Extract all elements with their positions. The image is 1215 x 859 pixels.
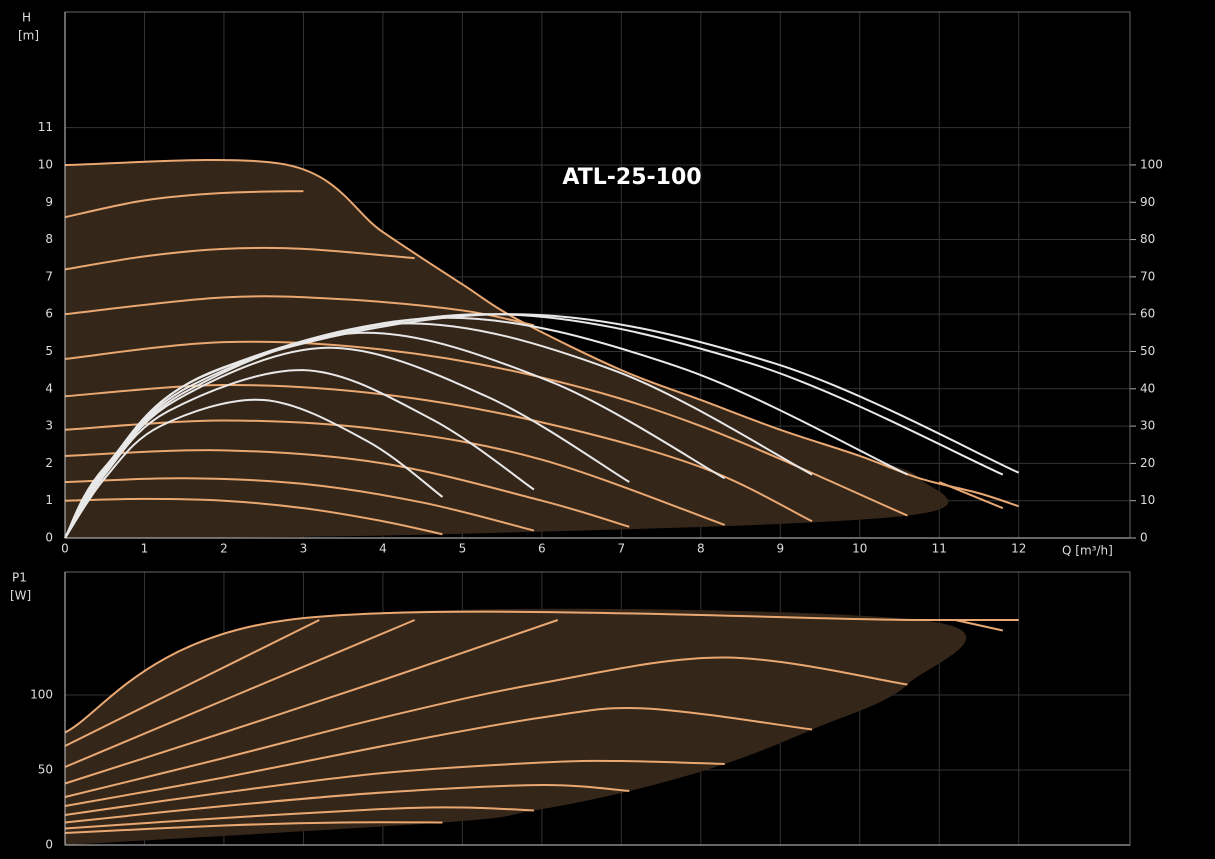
x-tick-label: 12 (1011, 542, 1026, 556)
y-tick-label: 100 (30, 688, 53, 702)
x-tick-label: 9 (776, 542, 784, 556)
y2-tick-label: 70 (1140, 269, 1155, 283)
x-tick-label: 10 (852, 542, 867, 556)
curve (64, 707, 813, 807)
curve (64, 369, 535, 539)
curve (64, 246, 415, 271)
curve (64, 346, 630, 539)
curve (64, 295, 535, 327)
y-tick-label: 5 (45, 344, 53, 358)
y-axis-unit: [m] (18, 29, 39, 43)
curve (64, 656, 908, 798)
y2-tick-label: 10 (1140, 493, 1155, 507)
y-tick-label: 9 (45, 195, 53, 209)
y-tick-label: 11 (38, 120, 53, 134)
y-tick-label: 0 (45, 531, 53, 545)
x-tick-label: 3 (300, 542, 308, 556)
curve (64, 619, 320, 747)
curve (64, 313, 1020, 539)
curve (64, 497, 443, 536)
y-axis-label: P1 (12, 571, 27, 585)
y-tick-label: 3 (45, 419, 53, 433)
curve (64, 449, 630, 528)
operating-region (65, 608, 967, 845)
curve (64, 419, 726, 526)
y2-tick-label: 50 (1140, 344, 1155, 358)
y2-tick-label: 30 (1140, 419, 1155, 433)
y-tick-label: 8 (45, 232, 53, 246)
x-tick-label: 8 (697, 542, 705, 556)
y2-tick-label: 90 (1140, 195, 1155, 209)
x-tick-label: 4 (379, 542, 387, 556)
y-tick-label: 6 (45, 307, 53, 321)
y-tick-label: 4 (45, 381, 53, 395)
y-tick-label: 50 (38, 763, 53, 777)
curve (64, 783, 630, 824)
y-axis-unit: [W] (10, 589, 31, 603)
curve (64, 821, 443, 834)
curve (64, 610, 1019, 734)
curve (64, 340, 908, 517)
x-tick-label: 7 (618, 542, 626, 556)
curve (64, 619, 416, 768)
y2-tick-label: 40 (1140, 381, 1155, 395)
x-axis-label: Q [m³/h] (1062, 544, 1113, 558)
y-tick-label: 10 (38, 157, 53, 171)
curve (938, 481, 1004, 510)
y-tick-label: 7 (45, 269, 53, 283)
x-tick-label: 11 (932, 542, 947, 556)
y-tick-label: 0 (45, 838, 53, 852)
y-tick-label: 2 (45, 456, 53, 470)
y2-tick-label: 100 (1140, 157, 1163, 171)
y2-tick-label: 0 (1140, 531, 1148, 545)
curve (64, 759, 725, 816)
x-tick-label: 0 (61, 542, 69, 556)
curve (64, 190, 304, 219)
curve (64, 158, 1020, 508)
curve (64, 619, 559, 785)
curve (954, 619, 1004, 632)
y2-tick-label: 80 (1140, 232, 1155, 246)
x-tick-label: 2 (220, 542, 228, 556)
x-tick-label: 6 (538, 542, 546, 556)
chart-title: ATL-25-100 (562, 165, 701, 190)
curve (64, 806, 534, 830)
y-tick-label: 1 (45, 493, 53, 507)
operating-region (65, 159, 949, 538)
y2-tick-label: 60 (1140, 307, 1155, 321)
curve (64, 477, 535, 532)
x-tick-label: 1 (141, 542, 149, 556)
curve (64, 398, 444, 539)
y-axis-label: H (22, 11, 31, 25)
x-tick-label: 5 (459, 542, 467, 556)
y2-tick-label: 20 (1140, 456, 1155, 470)
